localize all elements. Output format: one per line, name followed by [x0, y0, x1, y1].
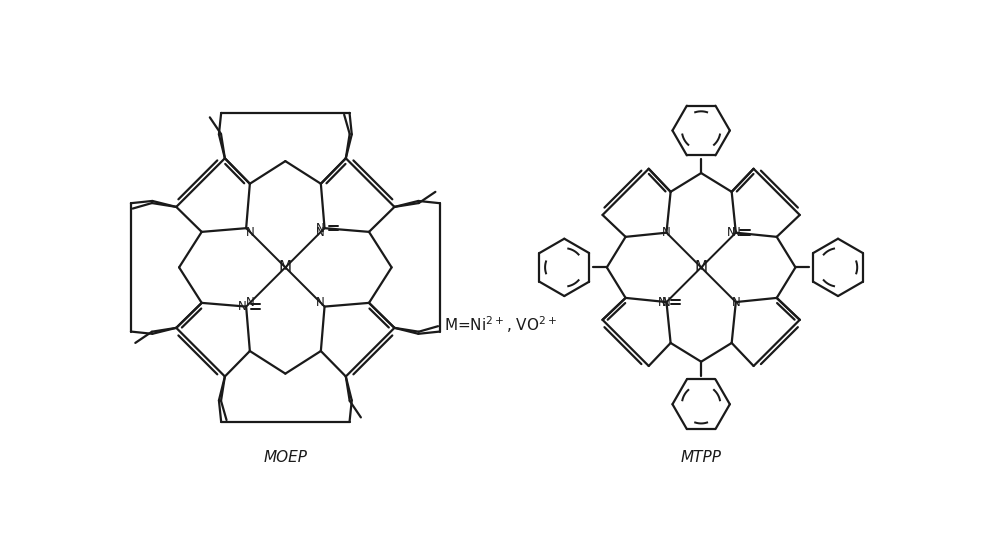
Text: N: N	[316, 222, 325, 235]
Text: M: M	[695, 260, 708, 275]
Text: N: N	[662, 226, 671, 239]
Text: N: N	[246, 296, 255, 309]
Text: N: N	[316, 296, 325, 309]
Text: N: N	[731, 226, 740, 239]
Text: N: N	[237, 300, 246, 313]
Text: N: N	[658, 295, 666, 309]
Text: MTPP: MTPP	[681, 450, 722, 465]
Text: M=Ni$^{2+}$, VO$^{2+}$: M=Ni$^{2+}$, VO$^{2+}$	[444, 315, 557, 335]
Text: MOEP: MOEP	[263, 450, 307, 465]
Text: N: N	[316, 226, 325, 239]
Text: N: N	[731, 295, 740, 309]
Text: N: N	[246, 226, 255, 239]
Text: N: N	[662, 295, 671, 309]
Text: M: M	[279, 260, 292, 275]
Text: N: N	[727, 226, 736, 239]
